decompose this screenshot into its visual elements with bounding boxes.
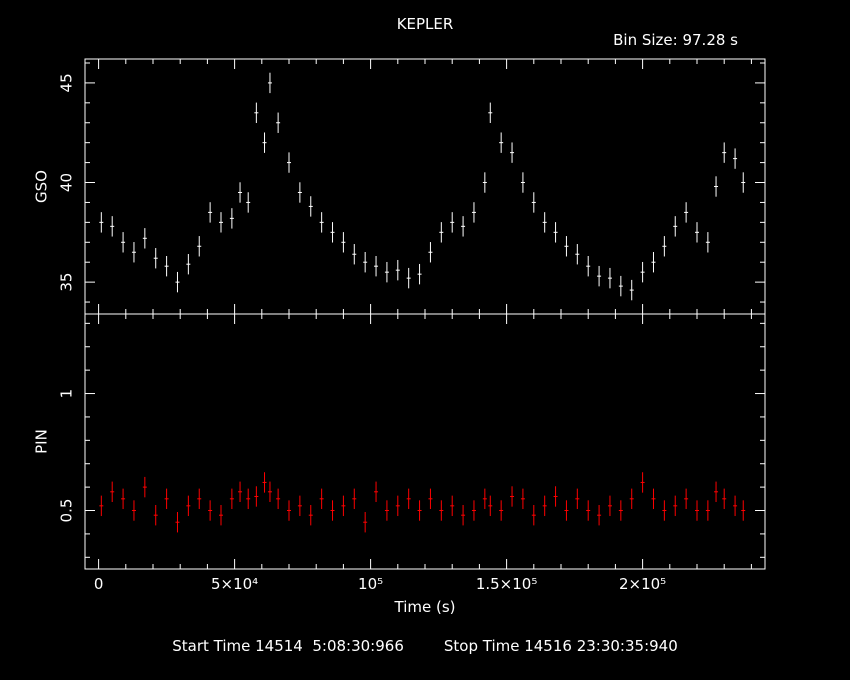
time-range-footer: Start Time 14514 5:08:30:966 Stop Time 14… (0, 637, 850, 655)
stop-time-label: Stop Time 14516 23:30:35:940 (443, 637, 678, 655)
pin-panel-xtick-label: 10⁵ (358, 575, 383, 593)
pin-panel-frame (84, 313, 766, 570)
pin-panel-ytick-label: 0.5 (58, 499, 76, 523)
gso-panel-ytick-label: 35 (58, 273, 76, 292)
gso-panel-frame (84, 58, 766, 315)
chart-title: KEPLER (396, 15, 454, 33)
gso-panel-points (99, 72, 746, 301)
pin-panel-ylabel: PIN (33, 429, 51, 454)
gso-panel-ytick-label: 40 (58, 173, 76, 192)
start-time-label: Start Time 14514 5:08:30:966 (172, 637, 404, 655)
pin-panel-xtick-label: 5×10⁴ (211, 575, 258, 593)
pin-panel-xtick-label: 2×10⁵ (619, 575, 666, 593)
pin-panel-xlabel: Time (s) (394, 598, 456, 616)
pin-panel-points (99, 472, 746, 533)
gso-panel-ylabel: GSO (33, 170, 51, 203)
gso-panel-ytick-label: 45 (58, 73, 76, 92)
pin-panel-xtick-label: 0 (94, 575, 104, 593)
bin-size-label: Bin Size: 97.28 s (613, 31, 738, 49)
pin-panel-ytick-label: 1 (58, 389, 76, 399)
pin-panel-xtick-label: 1.5×10⁵ (476, 575, 538, 593)
